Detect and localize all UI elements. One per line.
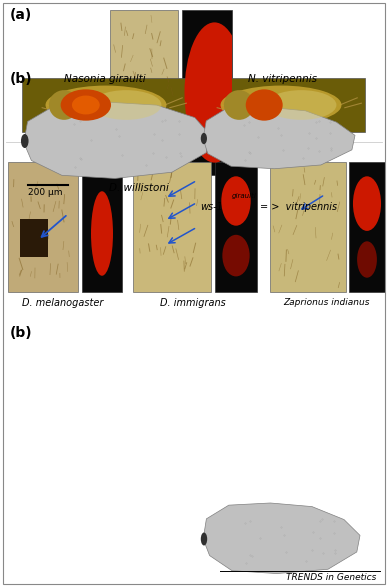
Text: D. willistoni: D. willistoni	[109, 183, 169, 193]
Text: D. immigrans: D. immigrans	[160, 298, 226, 308]
Text: TRENDS in Genetics: TRENDS in Genetics	[286, 573, 376, 582]
Ellipse shape	[45, 86, 166, 124]
Bar	[8, 162, 78, 292]
Ellipse shape	[49, 90, 79, 120]
Bar	[82, 162, 122, 292]
Text: N. vitripennis: N. vitripennis	[248, 74, 317, 84]
Bar	[22, 78, 190, 132]
Polygon shape	[203, 107, 355, 168]
Text: = >  vitripennis: = > vitripennis	[260, 202, 337, 212]
Bar	[182, 10, 232, 175]
Ellipse shape	[221, 176, 251, 225]
Text: Nasonia giraulti: Nasonia giraulti	[64, 74, 146, 84]
Bar	[270, 162, 346, 292]
Ellipse shape	[185, 22, 244, 163]
Polygon shape	[24, 102, 210, 178]
Ellipse shape	[201, 133, 207, 144]
Ellipse shape	[91, 191, 113, 276]
Ellipse shape	[266, 90, 336, 120]
Text: (b): (b)	[10, 72, 33, 86]
Ellipse shape	[61, 89, 111, 121]
Ellipse shape	[357, 241, 377, 278]
Ellipse shape	[246, 89, 283, 121]
Polygon shape	[203, 503, 360, 573]
Text: giraulti: giraulti	[232, 193, 257, 199]
Text: 200 μm: 200 μm	[28, 188, 62, 197]
Ellipse shape	[224, 90, 254, 120]
Ellipse shape	[91, 90, 161, 120]
Text: (a): (a)	[10, 8, 32, 22]
Ellipse shape	[72, 96, 100, 114]
Ellipse shape	[353, 176, 381, 231]
Ellipse shape	[201, 532, 207, 545]
Text: Zaprionus indianus: Zaprionus indianus	[283, 298, 369, 307]
Bar	[215, 162, 257, 292]
Ellipse shape	[220, 86, 341, 124]
Ellipse shape	[21, 134, 29, 148]
Text: D. melanogaster: D. melanogaster	[23, 298, 104, 308]
Bar	[20, 219, 48, 257]
Ellipse shape	[222, 235, 249, 276]
Text: (b): (b)	[10, 326, 33, 340]
Bar	[349, 162, 385, 292]
Text: ws-1: ws-1	[200, 202, 223, 212]
Bar	[110, 10, 178, 175]
Bar	[133, 162, 211, 292]
Bar	[197, 78, 365, 132]
